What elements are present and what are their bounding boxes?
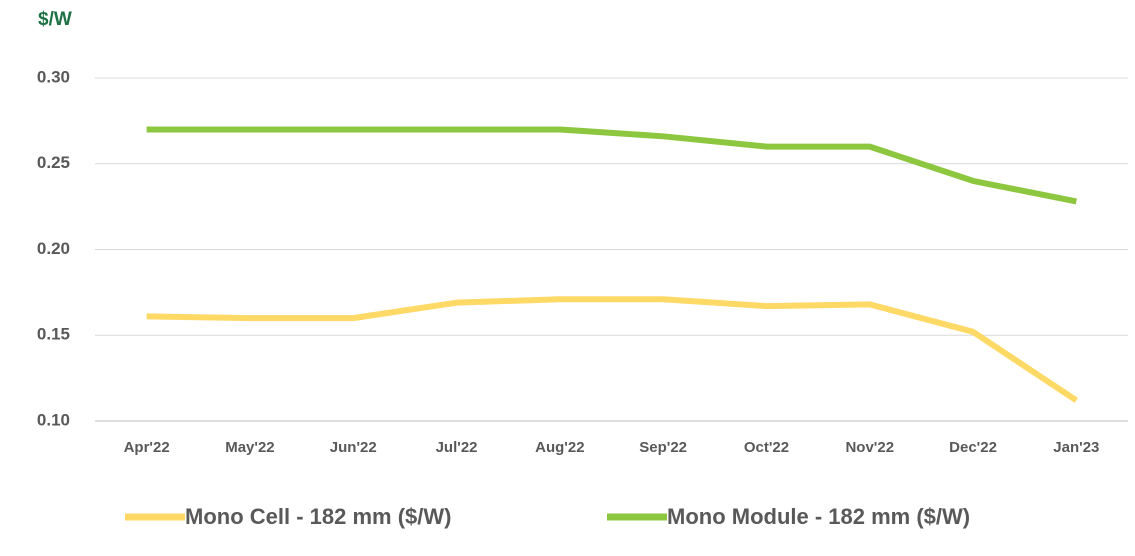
legend-label: Mono Cell - 182 mm ($/W): [185, 504, 451, 529]
x-tick-label: Jan'23: [1053, 439, 1099, 456]
x-tick-label: Jul'22: [436, 439, 478, 456]
series-line: [146, 296, 1079, 403]
x-tick-label: Jun'22: [330, 439, 377, 456]
legend-label: Mono Module - 182 mm ($/W): [667, 504, 970, 529]
x-tick-label: May'22: [225, 439, 274, 456]
y-tick-label: 0.20: [37, 239, 70, 258]
y-tick-label: 0.15: [37, 325, 70, 344]
x-tick-label: Sep'22: [639, 439, 687, 456]
x-tick-label: Dec'22: [949, 439, 997, 456]
x-tick-label: Aug'22: [535, 439, 584, 456]
y-tick-label: 0.25: [37, 153, 70, 172]
x-tick-label: Oct'22: [744, 439, 789, 456]
series-line: [146, 126, 1077, 205]
x-tick-label: Apr'22: [124, 439, 170, 456]
y-axis-label: $/W: [38, 9, 72, 30]
x-tick-label: Nov'22: [845, 439, 894, 456]
y-tick-label: 0.10: [37, 410, 70, 429]
y-tick-label: 0.30: [37, 67, 70, 86]
